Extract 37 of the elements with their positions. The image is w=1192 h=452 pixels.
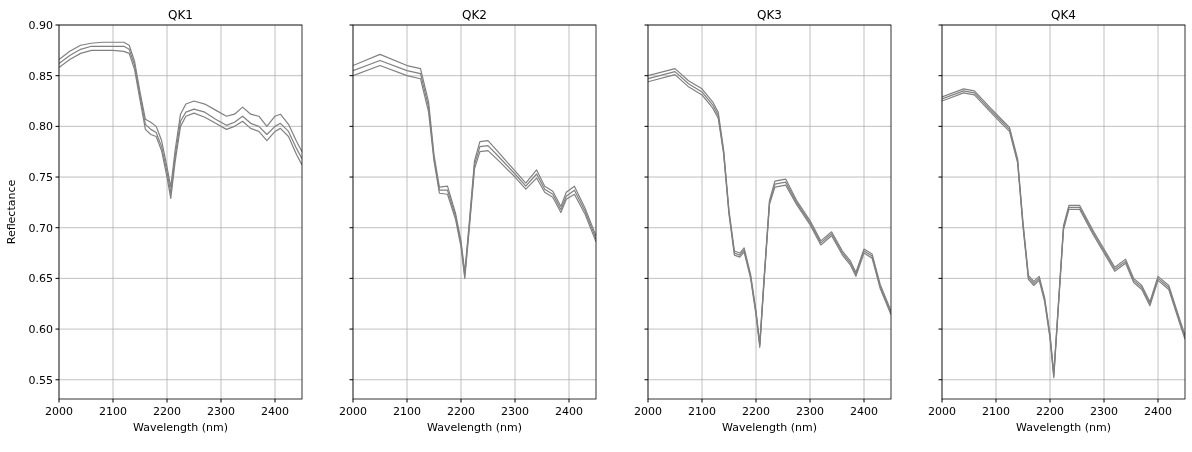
y-tick-label: 0.80	[28, 120, 53, 134]
x-tick-label: 2000	[45, 405, 73, 418]
x-tick-label: 2100	[688, 405, 716, 418]
chart-title: QK3	[757, 8, 782, 22]
x-tick-label: 2400	[555, 405, 583, 418]
x-axis-title: Wavelength (nm)	[1015, 421, 1112, 434]
x-tick-label: 2100	[99, 405, 127, 418]
y-axis-title: Reflectance	[5, 179, 18, 245]
x-tick-label: 2200	[153, 405, 181, 418]
y-tick-label: 0.90	[28, 19, 53, 32]
x-axis-title: Wavelength (nm)	[132, 421, 229, 434]
x-tick-label: 2400	[1144, 405, 1172, 418]
y-tick-label: 0.55	[28, 373, 53, 387]
x-tick-label: 2200	[1036, 405, 1064, 418]
chart-title: QK1	[168, 8, 193, 22]
x-tick-label: 2300	[1090, 405, 1118, 418]
y-tick-label: 0.65	[28, 272, 53, 286]
x-axis-title: Wavelength (nm)	[426, 421, 523, 434]
x-tick-label: 2200	[447, 405, 475, 418]
y-tick-label: 0.85	[28, 69, 53, 83]
y-tick-label: 0.70	[28, 221, 53, 235]
x-tick-label: 2400	[850, 405, 878, 418]
x-tick-label: 2100	[393, 405, 421, 418]
chart-title: QK2	[462, 8, 487, 22]
x-axis-title: Wavelength (nm)	[721, 421, 818, 434]
x-tick-label: 2000	[928, 405, 956, 418]
x-tick-label: 2300	[207, 405, 235, 418]
x-tick-label: 2400	[261, 405, 289, 418]
x-tick-label: 2300	[501, 405, 529, 418]
x-tick-label: 2000	[339, 405, 367, 418]
x-tick-label: 2100	[982, 405, 1010, 418]
chart-title: QK4	[1051, 8, 1076, 22]
x-tick-label: 2000	[634, 405, 662, 418]
y-tick-label: 0.60	[28, 323, 53, 337]
x-tick-label: 2200	[742, 405, 770, 418]
y-tick-label: 0.75	[28, 171, 53, 185]
x-tick-label: 2300	[796, 405, 824, 418]
